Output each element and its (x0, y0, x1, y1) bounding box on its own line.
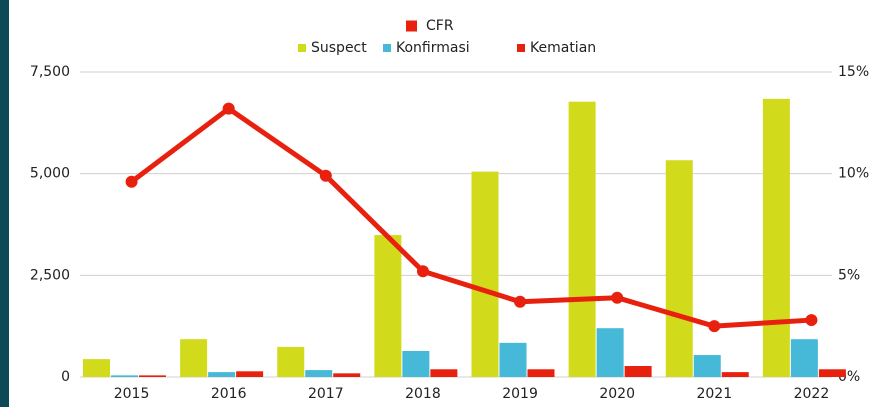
legend-label: Konfirmasi (396, 40, 470, 56)
y2-tick-label: 10% (838, 166, 869, 182)
legend-swatch (298, 44, 306, 52)
bar (208, 372, 236, 377)
x-tick-label: 2018 (405, 386, 441, 402)
cfr-point (319, 169, 332, 182)
legend-label: CFR (426, 18, 454, 34)
x-tick-label: 2016 (211, 386, 247, 402)
bar (277, 346, 305, 377)
bar (402, 350, 430, 377)
bar (305, 370, 333, 377)
bar (139, 375, 166, 377)
x-tick-label: 2015 (114, 386, 150, 402)
cfr-point (514, 295, 527, 308)
cfr-point (805, 314, 818, 327)
bar (665, 160, 693, 377)
x-tick-label: 2017 (308, 386, 344, 402)
bar (624, 366, 652, 377)
bar (596, 328, 624, 377)
x-tick-label: 2021 (696, 386, 732, 402)
y-tick-label: 5,000 (30, 166, 70, 182)
cfr-point (125, 175, 138, 188)
cfr-point (611, 291, 624, 304)
bar (111, 375, 138, 377)
bar (430, 369, 458, 377)
cfr-point (708, 320, 721, 333)
bar (762, 98, 790, 377)
bar (693, 355, 721, 377)
legend-swatch (406, 20, 417, 32)
bar (527, 369, 555, 377)
y2-tick-label: 5% (838, 267, 860, 283)
x-tick-label: 2022 (794, 386, 830, 402)
bar (236, 371, 264, 377)
cfr-point (416, 265, 429, 278)
bar (818, 369, 846, 377)
bar (568, 101, 596, 377)
cfr-point (222, 102, 235, 115)
x-tick-label: 2020 (599, 386, 635, 402)
legend-swatch (383, 44, 391, 52)
legend-swatch (517, 44, 525, 52)
legend-label: Kematian (530, 40, 596, 56)
side-bar (0, 0, 9, 407)
bar (721, 372, 749, 377)
bar (471, 171, 499, 377)
bar (499, 342, 527, 377)
bar (333, 373, 361, 377)
y-tick-label: 7,500 (30, 64, 70, 80)
legend-label: Suspect (311, 40, 367, 56)
x-tick-label: 2019 (502, 386, 538, 402)
y-tick-label: 2,500 (30, 267, 70, 283)
bar (180, 339, 208, 377)
cfr-line (130, 106, 812, 329)
y-tick-label: 0 (61, 369, 70, 385)
bar (790, 339, 818, 377)
bar (83, 359, 110, 377)
y2-tick-label: 15% (838, 64, 869, 80)
bar (374, 235, 402, 377)
